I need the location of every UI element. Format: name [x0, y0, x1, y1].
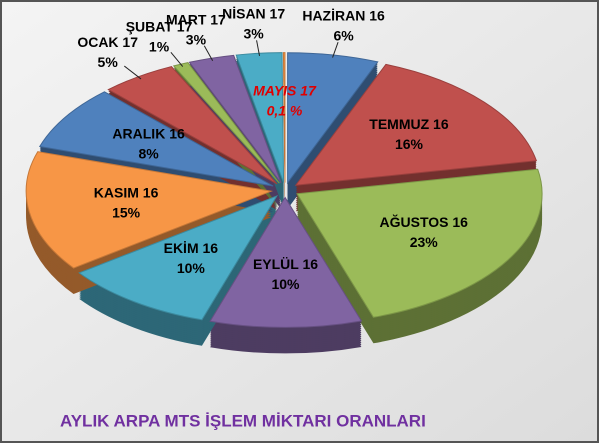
- slice-value-label: 5%: [98, 54, 119, 70]
- slice-label: MAYIS 17: [253, 83, 317, 99]
- pie-labels: HAZİRAN 16 6% TEMMUZ 16 16% AĞUSTOS 16 23% EYL…: [77, 6, 468, 293]
- leader-line: [203, 45, 214, 61]
- slice: [296, 168, 543, 318]
- slice: [25, 151, 274, 269]
- slice-value-label: 23%: [410, 234, 439, 250]
- slice: [282, 52, 286, 183]
- slice-label: KASIM 16: [94, 184, 159, 200]
- leader-line: [124, 65, 142, 80]
- slice-value-label: 15%: [112, 204, 141, 220]
- slice-value-label: 16%: [395, 136, 424, 152]
- slice-label: NİSAN 17: [222, 6, 285, 22]
- slice-value-label: 0,1 %: [267, 103, 303, 119]
- slice-label: ŞUBAT 17: [126, 19, 193, 35]
- slice: [78, 195, 279, 321]
- slice-value-label: 1%: [149, 39, 170, 55]
- slice-value-label: 10%: [177, 260, 206, 276]
- pie-tops: [25, 52, 543, 328]
- slice-label: ARALIK 16: [112, 125, 185, 141]
- slice-value-label: 10%: [271, 276, 300, 292]
- slice: [209, 196, 363, 328]
- leader-line: [332, 42, 339, 58]
- slice-label: AĞUSTOS 16: [380, 213, 469, 230]
- slice-label: EYLÜL 16: [253, 256, 318, 272]
- slice-label: TEMMUZ 16: [369, 116, 449, 132]
- chart-title: AYLIK ARPA MTS İŞLEM MİKTARI ORANLARI: [60, 411, 426, 430]
- slice-label: HAZİRAN 16: [302, 8, 385, 24]
- slice-label: EKİM 16: [164, 240, 219, 256]
- slice-value-label: 3%: [186, 32, 207, 48]
- pie: HAZİRAN 16 6% TEMMUZ 16 16% AĞUSTOS 16 23% EYL…: [25, 6, 543, 354]
- slice-value-label: 3%: [244, 26, 265, 42]
- slice: [294, 63, 538, 186]
- slice-label: MART 17: [166, 12, 226, 28]
- slice: [38, 91, 274, 187]
- slice-label: OCAK 17: [77, 34, 138, 50]
- slice-value-label: 6%: [333, 28, 354, 44]
- leader-line: [256, 40, 261, 56]
- leader-line: [170, 51, 184, 67]
- slice-value-label: 8%: [138, 145, 159, 161]
